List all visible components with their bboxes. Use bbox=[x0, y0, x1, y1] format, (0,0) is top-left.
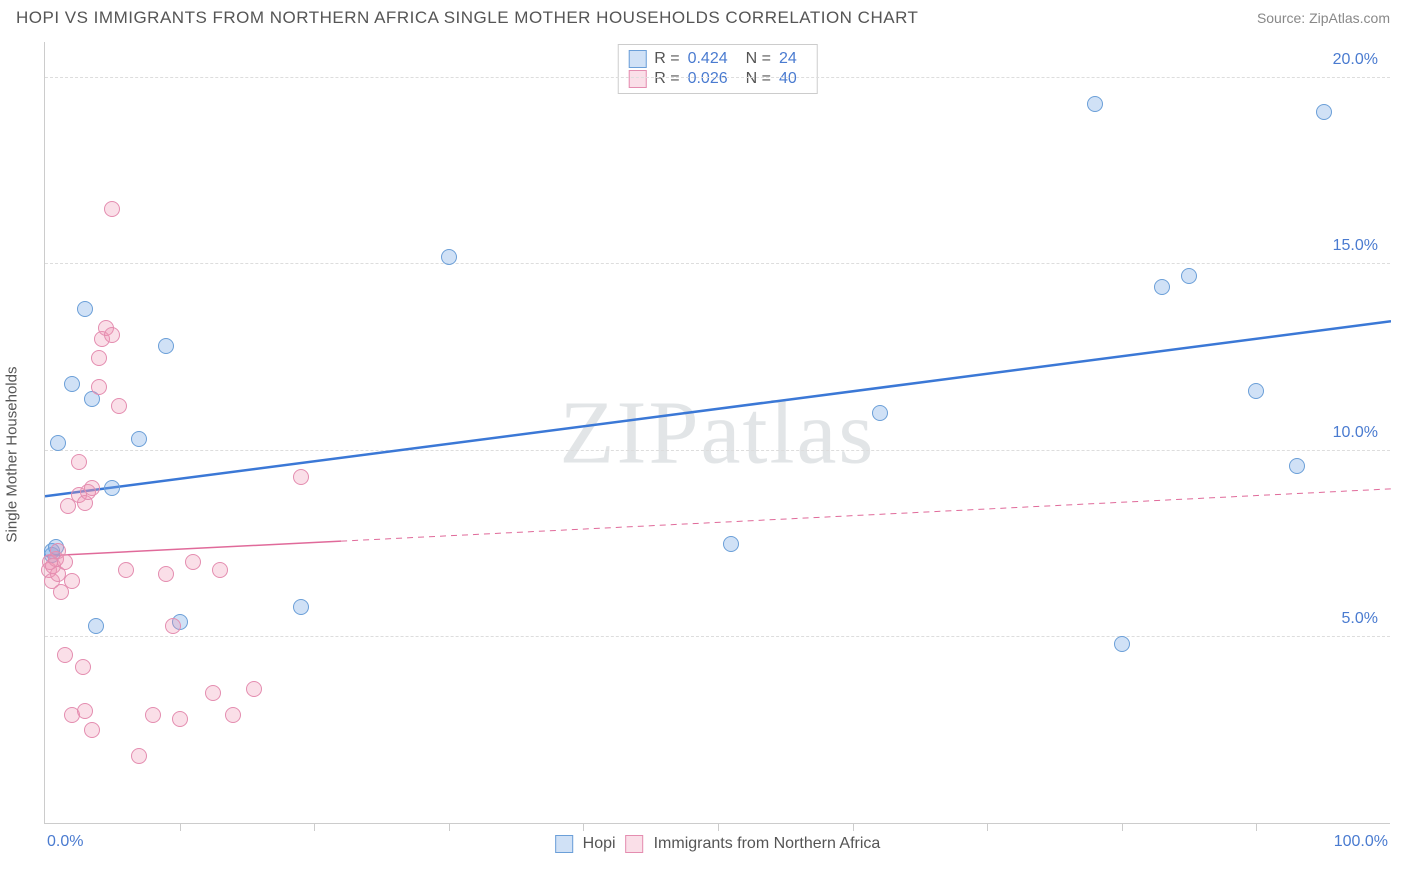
data-point bbox=[1087, 96, 1103, 112]
data-point bbox=[50, 435, 66, 451]
data-point bbox=[71, 454, 87, 470]
x-tick bbox=[180, 823, 181, 831]
data-point bbox=[1114, 636, 1130, 652]
y-tick-label: 5.0% bbox=[1342, 610, 1378, 628]
data-point bbox=[75, 659, 91, 675]
data-point bbox=[84, 480, 100, 496]
x-tick bbox=[718, 823, 719, 831]
x-tick bbox=[314, 823, 315, 831]
data-point bbox=[172, 711, 188, 727]
x-tick bbox=[1122, 823, 1123, 831]
y-axis-label: Single Mother Households bbox=[4, 367, 21, 543]
gridline bbox=[45, 636, 1390, 637]
data-point bbox=[441, 249, 457, 265]
y-tick-label: 10.0% bbox=[1333, 424, 1378, 442]
swatch-icon bbox=[628, 70, 646, 88]
n-label: N = bbox=[746, 70, 771, 88]
n-value: 40 bbox=[779, 70, 797, 88]
y-tick-label: 20.0% bbox=[1333, 51, 1378, 69]
data-point bbox=[64, 376, 80, 392]
x-tick bbox=[449, 823, 450, 831]
r-value: 0.424 bbox=[688, 50, 728, 68]
data-point bbox=[158, 566, 174, 582]
source-label: Source: ZipAtlas.com bbox=[1257, 10, 1390, 26]
data-point bbox=[131, 431, 147, 447]
legend-label: Immigrants from Northern Africa bbox=[654, 835, 881, 853]
legend-label: Hopi bbox=[583, 835, 616, 853]
data-point bbox=[1181, 268, 1197, 284]
data-point bbox=[88, 618, 104, 634]
chart-header: HOPI VS IMMIGRANTS FROM NORTHERN AFRICA … bbox=[0, 0, 1406, 32]
x-tick bbox=[583, 823, 584, 831]
chart-title: HOPI VS IMMIGRANTS FROM NORTHERN AFRICA … bbox=[16, 8, 918, 28]
data-point bbox=[1316, 104, 1332, 120]
data-point bbox=[57, 647, 73, 663]
x-max-label: 100.0% bbox=[1334, 833, 1388, 851]
watermark: ZIPatlas bbox=[560, 381, 876, 484]
data-point bbox=[246, 681, 262, 697]
data-point bbox=[872, 405, 888, 421]
data-point bbox=[84, 722, 100, 738]
swatch-icon bbox=[555, 835, 573, 853]
stats-row-immigrants: R = 0.026 N = 40 bbox=[628, 69, 807, 89]
data-point bbox=[212, 562, 228, 578]
x-tick bbox=[987, 823, 988, 831]
x-min-label: 0.0% bbox=[47, 833, 83, 851]
data-point bbox=[104, 327, 120, 343]
x-tick bbox=[853, 823, 854, 831]
data-point bbox=[1154, 279, 1170, 295]
data-point bbox=[165, 618, 181, 634]
n-value: 24 bbox=[779, 50, 797, 68]
data-point bbox=[131, 748, 147, 764]
gridline bbox=[45, 77, 1390, 78]
data-point bbox=[225, 707, 241, 723]
swatch-icon bbox=[626, 835, 644, 853]
data-point bbox=[293, 469, 309, 485]
data-point bbox=[91, 379, 107, 395]
data-point bbox=[57, 554, 73, 570]
r-value: 0.026 bbox=[688, 70, 728, 88]
stats-row-hopi: R = 0.424 N = 24 bbox=[628, 49, 807, 69]
gridline bbox=[45, 263, 1390, 264]
trend-lines bbox=[45, 42, 1391, 824]
data-point bbox=[723, 536, 739, 552]
gridline bbox=[45, 450, 1390, 451]
data-point bbox=[145, 707, 161, 723]
data-point bbox=[104, 480, 120, 496]
data-point bbox=[118, 562, 134, 578]
stats-legend: R = 0.424 N = 24 R = 0.026 N = 40 bbox=[617, 44, 818, 94]
data-point bbox=[104, 201, 120, 217]
r-label: R = bbox=[654, 70, 679, 88]
data-point bbox=[64, 573, 80, 589]
data-point bbox=[111, 398, 127, 414]
data-point bbox=[205, 685, 221, 701]
data-point bbox=[158, 338, 174, 354]
n-label: N = bbox=[746, 50, 771, 68]
data-point bbox=[1248, 383, 1264, 399]
data-point bbox=[91, 350, 107, 366]
series-legend: Hopi Immigrants from Northern Africa bbox=[555, 835, 881, 853]
r-label: R = bbox=[654, 50, 679, 68]
plot-area: ZIPatlas R = 0.424 N = 24 R = 0.026 N = … bbox=[44, 42, 1390, 824]
y-tick-label: 15.0% bbox=[1333, 237, 1378, 255]
data-point bbox=[77, 301, 93, 317]
x-tick bbox=[1256, 823, 1257, 831]
data-point bbox=[1289, 458, 1305, 474]
data-point bbox=[293, 599, 309, 615]
data-point bbox=[77, 703, 93, 719]
swatch-icon bbox=[628, 50, 646, 68]
data-point bbox=[185, 554, 201, 570]
